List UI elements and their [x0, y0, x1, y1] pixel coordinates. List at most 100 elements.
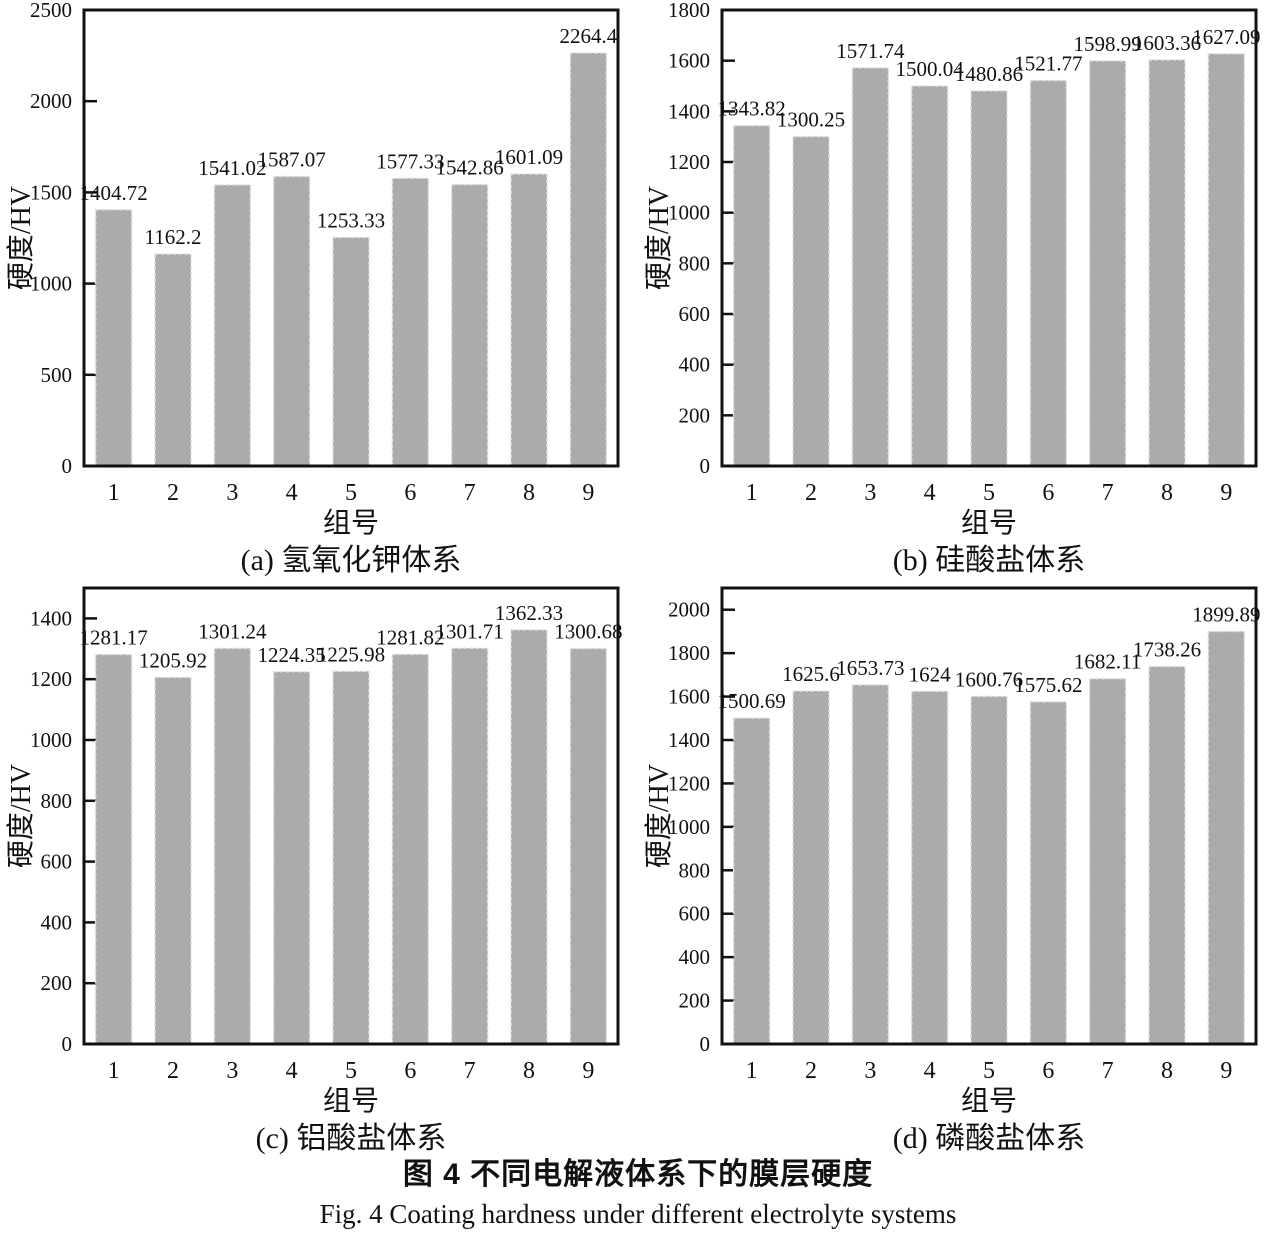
x-tick-label: 8 [523, 1058, 535, 1084]
bar [272, 175, 311, 467]
bar [154, 253, 192, 467]
bar [970, 90, 1008, 467]
bar [910, 690, 949, 1045]
bar-value-label: 1624 [909, 662, 952, 686]
y-tick-label: 200 [679, 403, 711, 427]
bar [332, 236, 370, 467]
bar-value-label: 1601.09 [495, 145, 563, 169]
y-tick-label: 800 [679, 251, 711, 275]
y-tick-label: 1000 [668, 815, 710, 839]
panel-caption: (d) 磷酸盐体系 [893, 1122, 1085, 1155]
bar [910, 85, 949, 467]
y-tick-label: 0 [62, 454, 73, 478]
bar [391, 177, 430, 467]
bar-value-label: 1404.72 [80, 181, 148, 205]
y-tick-label: 1800 [668, 641, 710, 665]
bar-value-label: 1500.04 [896, 57, 965, 81]
bar-value-label: 1480.86 [955, 62, 1023, 86]
bar [792, 690, 830, 1045]
bar-value-label: 1625.6 [782, 662, 840, 686]
bar-value-label: 1575.62 [1014, 673, 1082, 697]
bar [1088, 677, 1127, 1045]
y-tick-label: 1600 [668, 49, 710, 73]
x-tick-label: 5 [983, 480, 995, 506]
bar-value-label: 1627.09 [1192, 25, 1260, 49]
x-tick-label: 1 [746, 480, 758, 506]
x-tick-label: 3 [864, 480, 876, 506]
bar-value-label: 1598.99 [1074, 32, 1142, 56]
y-tick-label: 1200 [668, 771, 710, 795]
bar [510, 173, 548, 467]
bar [1029, 79, 1068, 467]
x-tick-label: 4 [286, 480, 298, 506]
x-tick-label: 8 [1161, 1058, 1173, 1084]
x-tick-label: 7 [464, 480, 476, 506]
y-axis-title: 硬度/HV [643, 186, 675, 290]
bar [732, 717, 771, 1045]
y-tick-label: 1500 [30, 180, 72, 204]
bar [510, 629, 548, 1045]
y-axis-title: 硬度/HV [5, 186, 37, 290]
y-tick-label: 1400 [668, 99, 710, 123]
x-axis-title: 组号 [323, 1085, 379, 1117]
y-tick-label: 200 [41, 971, 73, 995]
bar-value-label: 1587.07 [258, 148, 326, 172]
bar-value-label: 1899.89 [1192, 602, 1260, 626]
y-tick-label: 2000 [668, 598, 710, 622]
bar-chart-aluminate: 0 200 400 600 800 1000 1200 1400 1281.17 1 1205.92… [5, 586, 622, 1155]
x-tick-label: 4 [286, 1058, 298, 1084]
x-tick-label: 6 [1042, 480, 1054, 506]
bar [1088, 60, 1127, 467]
bar [94, 209, 133, 467]
y-tick-label: 0 [700, 1032, 711, 1056]
bar [569, 647, 608, 1045]
bar-value-label: 1225.98 [317, 642, 385, 666]
bar [450, 183, 489, 467]
panel-c: 0 200 400 600 800 1000 1200 1400 1281.17 1 1205.92… [0, 578, 638, 1156]
x-tick-label: 4 [924, 1058, 936, 1084]
x-tick-label: 7 [464, 1058, 476, 1084]
x-axis-title: 组号 [323, 507, 379, 539]
panel-caption: (b) 硅酸盐体系 [893, 544, 1085, 577]
bar-value-label: 1653.73 [836, 656, 904, 680]
chart-grid: 0 500 1000 1500 2000 2500 1404.72 1 1162.2 2 1541.… [0, 0, 1276, 1156]
bar-value-label: 1300.25 [777, 108, 845, 132]
y-tick-label: 800 [41, 789, 73, 813]
y-tick-label: 1200 [30, 667, 72, 691]
bar [391, 653, 430, 1045]
panel-d: 0 200 400 600 800 1000 1200 1400 1600 1800 2000 150… [638, 578, 1276, 1156]
bar-value-label: 1577.33 [376, 149, 444, 173]
figure-caption-chinese: 图 4 不同电解液体系下的膜层硬度 [402, 1158, 874, 1191]
plot-frame [720, 586, 1258, 1046]
x-tick-label: 3 [864, 1058, 876, 1084]
y-tick-label: 1800 [668, 0, 710, 22]
x-tick-label: 3 [226, 1058, 238, 1084]
x-tick-label: 2 [167, 1058, 179, 1084]
plot-frame [720, 8, 1258, 468]
x-tick-label: 1 [108, 480, 120, 506]
panel-b: 0 200 400 600 800 1000 1200 1400 1600 1800 1343.82… [638, 0, 1276, 578]
bar-value-label: 1253.33 [317, 208, 385, 232]
y-tick-label: 1000 [668, 201, 710, 225]
bar-value-label: 1603.36 [1133, 31, 1201, 55]
y-tick-label: 1000 [30, 728, 72, 752]
panel-caption: (c) 铝酸盐体系 [256, 1122, 447, 1155]
bar [1207, 630, 1246, 1045]
bar [154, 676, 192, 1045]
bar-chart-phosphate: 0 200 400 600 800 1000 1200 1400 1600 1800 2000 150… [643, 586, 1260, 1155]
bar-value-label: 1301.71 [436, 619, 504, 643]
y-tick-label: 1200 [668, 150, 710, 174]
bar [94, 653, 133, 1045]
y-tick-label: 1600 [668, 685, 710, 709]
x-tick-label: 1 [108, 1058, 120, 1084]
bar [213, 184, 252, 467]
bar [851, 67, 890, 467]
bar [569, 52, 608, 467]
bar-value-label: 1281.82 [376, 625, 444, 649]
x-tick-label: 2 [805, 1058, 817, 1084]
y-tick-label: 800 [679, 858, 711, 882]
x-tick-label: 3 [226, 480, 238, 506]
y-axis-title: 硬度/HV [5, 764, 37, 868]
y-tick-label: 400 [679, 353, 711, 377]
bar-value-label: 1281.17 [80, 626, 148, 650]
